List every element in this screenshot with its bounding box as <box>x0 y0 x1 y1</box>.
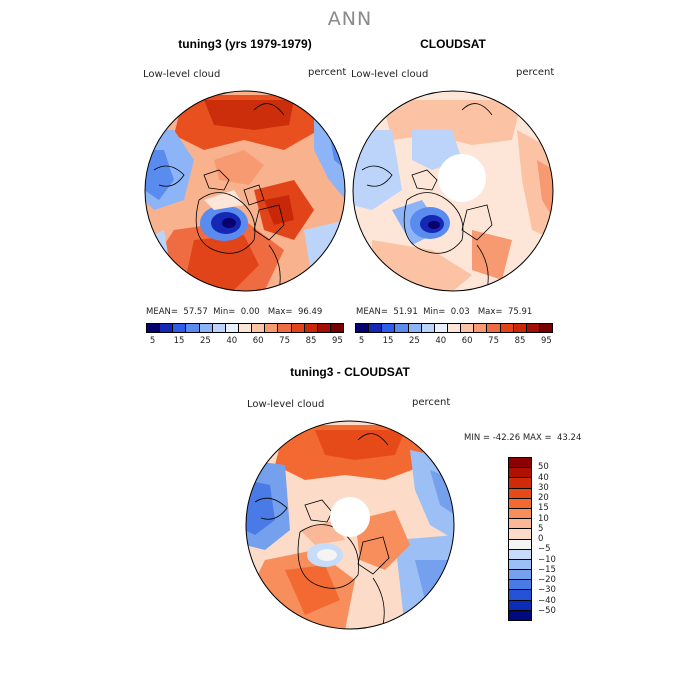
panel2-units: percent <box>516 67 555 78</box>
panel2-polar-map <box>352 90 554 292</box>
colorbar-swatch <box>447 324 462 332</box>
season-title: ANN <box>327 8 373 30</box>
colorbar-swatch <box>513 324 527 332</box>
colorbar-swatch <box>509 610 531 620</box>
colorbar-swatch <box>461 324 475 332</box>
colorbar-swatch <box>199 324 213 332</box>
colorbar-tick-label: 10 <box>538 513 549 524</box>
colorbar-tick-label: −15 <box>538 564 556 575</box>
colorbar-tick-label: −40 <box>538 595 556 606</box>
colorbar-swatch <box>487 324 501 332</box>
panel3-polar-map <box>245 420 455 630</box>
colorbar-tick-label: −50 <box>538 605 556 616</box>
colorbar-swatch <box>212 324 226 332</box>
colorbar-swatch <box>509 508 531 520</box>
colorbar-swatch <box>509 488 531 499</box>
colorbar-swatch <box>474 324 488 332</box>
panel1-colorbar <box>146 323 344 333</box>
colorbar-swatch <box>408 324 422 332</box>
colorbar-tick-label: −20 <box>538 575 556 585</box>
colorbar-swatch <box>509 478 531 489</box>
colorbar-swatch <box>278 324 292 332</box>
colorbar-swatch <box>160 324 174 332</box>
colorbar-swatch <box>382 324 396 332</box>
panel1-polar-map <box>144 90 346 292</box>
colorbar-swatch <box>509 559 531 571</box>
colorbar-swatch <box>500 324 514 332</box>
colorbar-tick-label: −30 <box>538 585 556 596</box>
colorbar-tick-label: 5 <box>538 523 544 534</box>
colorbar-swatch <box>509 519 531 530</box>
colorbar-swatch <box>238 324 253 332</box>
colorbar-swatch <box>291 324 305 332</box>
colorbar-swatch <box>225 324 239 332</box>
colorbar-tick-label: 95 <box>331 336 343 346</box>
colorbar-tick-label: 40 <box>226 336 238 346</box>
panel1-title: tuning3 (yrs 1979-1979) <box>178 37 312 51</box>
panel2-title: CLOUDSAT <box>420 37 486 51</box>
colorbar-tick-label: 60 <box>252 336 264 346</box>
colorbar-tick-label: 95 <box>540 336 552 346</box>
panel2-field-label: Low-level cloud <box>351 69 429 80</box>
colorbar-tick-label: 75 <box>488 336 499 346</box>
colorbar-swatch <box>509 600 531 611</box>
colorbar-swatch <box>539 324 553 332</box>
colorbar-tick-label: 40 <box>435 336 447 346</box>
colorbar-swatch <box>509 539 531 550</box>
colorbar-swatch <box>265 324 279 332</box>
colorbar-tick-label: −5 <box>538 544 551 555</box>
colorbar-tick-label: −10 <box>538 554 556 565</box>
colorbar-tick-label: 25 <box>199 336 211 346</box>
colorbar-tick-label: 40 <box>538 472 549 483</box>
colorbar-swatch <box>509 468 531 479</box>
colorbar-swatch <box>173 324 187 332</box>
panel3-units: percent <box>412 397 451 408</box>
colorbar-swatch <box>526 324 540 332</box>
colorbar-tick-label: 25 <box>408 336 420 346</box>
panel3-colorbar <box>508 457 532 621</box>
colorbar-swatch <box>421 324 435 332</box>
colorbar-swatch <box>509 498 531 509</box>
colorbar-swatch <box>147 324 161 332</box>
colorbar-swatch <box>186 324 200 332</box>
panel3-field-label: Low-level cloud <box>247 399 325 410</box>
colorbar-tick-label: 15 <box>382 336 394 346</box>
colorbar-tick-label: 5 <box>149 336 156 346</box>
colorbar-swatch <box>434 324 448 332</box>
colorbar-swatch <box>369 324 383 332</box>
panel1-units: percent <box>308 67 347 78</box>
colorbar-tick-label: 0 <box>538 534 544 544</box>
colorbar-swatch <box>317 324 331 332</box>
colorbar-tick-label: 5 <box>358 336 365 346</box>
panel3-title: tuning3 - CLOUDSAT <box>290 365 410 379</box>
colorbar-swatch <box>509 580 531 591</box>
panel2-colorbar-ticks: 5 15 25 40 60 75 85 95 <box>355 336 553 348</box>
colorbar-swatch <box>356 324 370 332</box>
panel2-colorbar <box>355 323 553 333</box>
colorbar-swatch <box>509 570 531 581</box>
panel1-colorbar-ticks: 5 15 25 40 60 75 85 95 <box>146 336 344 348</box>
colorbar-tick-label: 50 <box>538 462 549 473</box>
colorbar-tick-label: 85 <box>514 336 526 346</box>
colorbar-swatch <box>304 324 318 332</box>
panel1-stats: MEAN= 57.57 Min= 0.00 Max= 96.49 <box>146 307 323 317</box>
colorbar-swatch <box>252 324 266 332</box>
panel2-stats: MEAN= 51.91 Min= 0.03 Max= 75.91 <box>356 307 533 317</box>
panel3-colorbar-ticks: 50 40 30 20 15 10 5 0 −5 −10 −15 −20 −30 −40 −50 <box>538 457 578 621</box>
colorbar-swatch <box>509 458 531 469</box>
colorbar-swatch <box>509 590 531 601</box>
panel3-min-max: MIN = -42.26 MAX = 43.24 <box>464 433 582 443</box>
colorbar-tick-label: 75 <box>279 336 290 346</box>
colorbar-tick-label: 85 <box>305 336 317 346</box>
colorbar-tick-label: 30 <box>538 482 549 493</box>
panel1-field-label: Low-level cloud <box>143 69 221 80</box>
colorbar-tick-label: 20 <box>538 493 549 503</box>
colorbar-tick-label: 15 <box>173 336 185 346</box>
colorbar-swatch <box>509 549 531 560</box>
colorbar-tick-label: 15 <box>538 503 549 514</box>
colorbar-swatch <box>395 324 409 332</box>
colorbar-swatch <box>330 324 344 332</box>
colorbar-tick-label: 60 <box>461 336 473 346</box>
colorbar-swatch <box>509 529 531 540</box>
